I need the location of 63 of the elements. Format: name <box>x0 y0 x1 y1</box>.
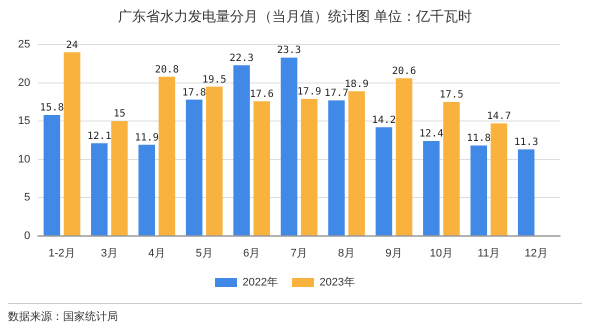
data-label: 20.8 <box>154 64 179 76</box>
data-label: 24 <box>66 40 78 51</box>
data-label: 22.3 <box>230 52 254 64</box>
y-tick-label: 5 <box>24 192 30 204</box>
data-label: 17.7 <box>324 88 349 100</box>
bar <box>423 140 440 236</box>
bar <box>470 146 488 236</box>
bar <box>138 144 156 236</box>
bar <box>348 91 365 236</box>
bar <box>111 121 128 236</box>
chart-title: 广东省水力发电量分月（当月值）统计图 单位：亿千瓦时 <box>116 8 474 27</box>
legend-label: 2023年 <box>320 276 355 289</box>
x-tick-label: 7月 <box>290 247 308 260</box>
data-label: 17.6 <box>250 88 274 100</box>
bar <box>443 102 460 236</box>
bar <box>254 101 270 236</box>
x-tick-label: 4月 <box>148 247 166 260</box>
bar <box>91 143 108 236</box>
bar <box>158 76 176 236</box>
x-tick-label: 12月 <box>524 247 548 260</box>
data-label: 23.3 <box>276 45 302 56</box>
x-tick-label: 10月 <box>430 247 454 260</box>
x-tick-label: 8月 <box>338 247 356 260</box>
data-label: 15 <box>113 108 126 120</box>
bar <box>376 127 392 236</box>
source-note: 数据来源：国家统计局 <box>8 303 582 324</box>
data-label: 12.4 <box>419 128 444 140</box>
data-label: 12.1 <box>87 130 112 142</box>
bar <box>64 52 80 236</box>
data-label: 20.6 <box>392 66 416 77</box>
bar <box>518 149 534 236</box>
data-label: 15.8 <box>40 102 64 114</box>
x-tick-label: 9月 <box>385 247 403 260</box>
data-label: 19.5 <box>202 74 226 86</box>
x-tick-label: 5月 <box>196 247 213 260</box>
data-label: 18.9 <box>344 78 369 90</box>
data-label: 17.8 <box>182 87 206 98</box>
data-label: 11.8 <box>466 133 491 144</box>
x-tick-label: 3月 <box>100 247 118 260</box>
x-tick-label: 11月 <box>478 247 500 260</box>
y-tick-label: 25 <box>18 38 30 51</box>
bar <box>300 98 318 236</box>
data-label: 11.9 <box>134 132 159 144</box>
bar <box>328 100 345 236</box>
data-label: 11.3 <box>514 136 538 148</box>
x-tick-label: 6月 <box>243 247 260 260</box>
data-label: 14.2 <box>372 114 396 126</box>
y-tick-label: 0 <box>24 230 30 242</box>
y-tick-label: 20 <box>18 76 30 89</box>
bar <box>233 65 250 236</box>
data-label: 14.7 <box>486 110 511 122</box>
bar <box>186 100 202 236</box>
data-label: 17.5 <box>439 90 464 101</box>
bar <box>396 78 412 236</box>
x-tick-label: 1-2月 <box>48 247 76 260</box>
y-tick-label: 15 <box>18 115 30 128</box>
y-tick-label: 10 <box>18 153 30 166</box>
bar <box>44 114 60 236</box>
legend-label: 2022年 <box>242 276 278 289</box>
data-label: 17.9 <box>297 86 322 98</box>
bar <box>206 86 223 236</box>
bar <box>490 123 508 236</box>
bar <box>280 58 298 236</box>
